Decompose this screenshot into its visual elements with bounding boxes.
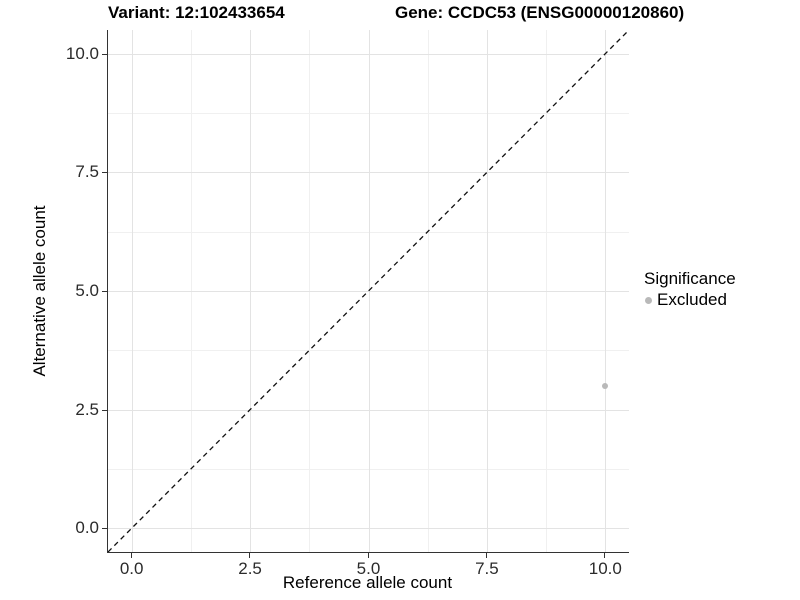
y-tick-label: 2.5 [75,399,99,419]
y-tick-mark [102,172,107,174]
legend-item-excluded: Excluded [644,290,736,310]
y-axis-title: Alternative allele count [30,205,49,377]
excluded-dot-icon [645,296,652,304]
x-tick-mark [604,553,606,558]
legend-item-label: Excluded [657,290,727,309]
identity-reference-line [108,30,629,552]
gridline-y-major [108,53,629,55]
y-tick-label: 0.0 [75,518,99,538]
variant-title: Variant: 12:102433654 [108,3,285,22]
x-tick-mark [485,553,487,558]
plot-panel [107,30,629,553]
x-tick-label: 10.0 [588,559,622,578]
y-tick-label: 5.0 [75,281,99,300]
y-tick-mark [102,291,107,292]
gridline-y-major [108,528,629,530]
gridline-y-major [108,409,629,411]
x-tick-mark [130,553,132,558]
x-tick-mark [249,553,251,558]
data-point-excluded [602,382,609,389]
x-tick-label: 7.5 [475,559,499,578]
gridline-y-major [108,291,629,292]
x-tick-mark [367,553,369,558]
x-axis-title: Reference allele count [282,573,453,592]
y-tick-mark [102,409,107,411]
y-tick-label: 7.5 [75,162,99,182]
y-tick-mark [102,53,107,55]
legend-title: Significance [644,269,736,288]
legend: Significance Excluded [644,268,736,310]
gene-title: Gene: CCDC53 (ENSG00000120860) [395,3,685,22]
x-tick-label: 2.5 [238,559,262,578]
x-tick-label: 0.0 [119,559,144,578]
y-tick-mark [102,528,107,530]
y-tick-label: 10.0 [65,43,99,63]
gridline-y-major [108,172,629,174]
x-tick-label: 5.0 [356,559,381,578]
